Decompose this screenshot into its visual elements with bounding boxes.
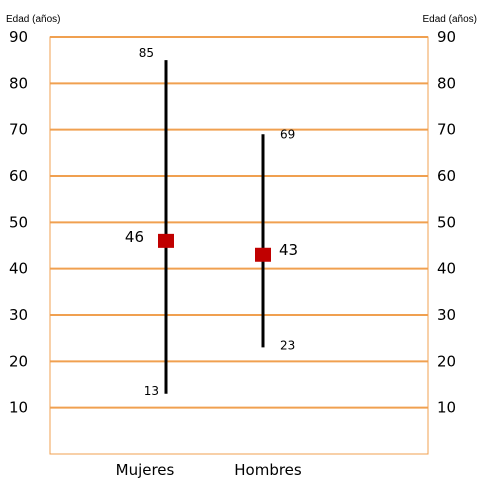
mean-label: 43 xyxy=(279,241,298,259)
mean-marker-hombres xyxy=(255,247,271,262)
y-right-tick-label: 70 xyxy=(437,121,456,139)
y-left-tick-label: 70 xyxy=(9,121,28,139)
gridlines xyxy=(50,36,428,409)
min-label: 13 xyxy=(144,384,159,398)
category-label-hombres: Hombres xyxy=(234,461,302,479)
y-left-tick-label: 40 xyxy=(9,260,28,278)
y-right-tick-label: 60 xyxy=(437,167,456,185)
y-axis-left-title: Edad (años) xyxy=(6,14,60,25)
y-left-tick-label: 80 xyxy=(9,74,28,92)
y-right-tick-label: 10 xyxy=(437,399,456,417)
y-left-tick-label: 60 xyxy=(9,167,28,185)
y-left-tick-label: 20 xyxy=(9,352,28,370)
tick-labels: 10 10 20 20 30 30 40 40 50 50 60 60 70 70 80 80 90 90 xyxy=(9,28,456,417)
max-label: 85 xyxy=(139,46,154,60)
y-right-tick-label: 50 xyxy=(437,213,456,231)
plot-area-frame xyxy=(49,36,429,455)
min-label: 23 xyxy=(280,338,295,352)
max-label: 69 xyxy=(280,127,295,141)
y-right-tick-label: 90 xyxy=(437,28,456,46)
y-left-tick-label: 50 xyxy=(9,213,28,231)
category-labels: Mujeres Hombres xyxy=(116,461,302,479)
y-left-tick-label: 90 xyxy=(9,28,28,46)
y-axis-right-title: Edad (años) xyxy=(423,14,477,25)
y-right-tick-label: 80 xyxy=(437,74,456,92)
series-marks: 85 13 46 69 23 43 xyxy=(125,46,298,398)
y-right-tick-label: 30 xyxy=(437,306,456,324)
y-right-tick-label: 40 xyxy=(437,260,456,278)
mean-label: 46 xyxy=(125,228,144,246)
mean-marker-mujeres xyxy=(158,233,174,248)
category-label-mujeres: Mujeres xyxy=(116,461,175,479)
y-left-tick-label: 10 xyxy=(9,399,28,417)
y-left-tick-label: 30 xyxy=(9,306,28,324)
y-right-tick-label: 20 xyxy=(437,352,456,370)
